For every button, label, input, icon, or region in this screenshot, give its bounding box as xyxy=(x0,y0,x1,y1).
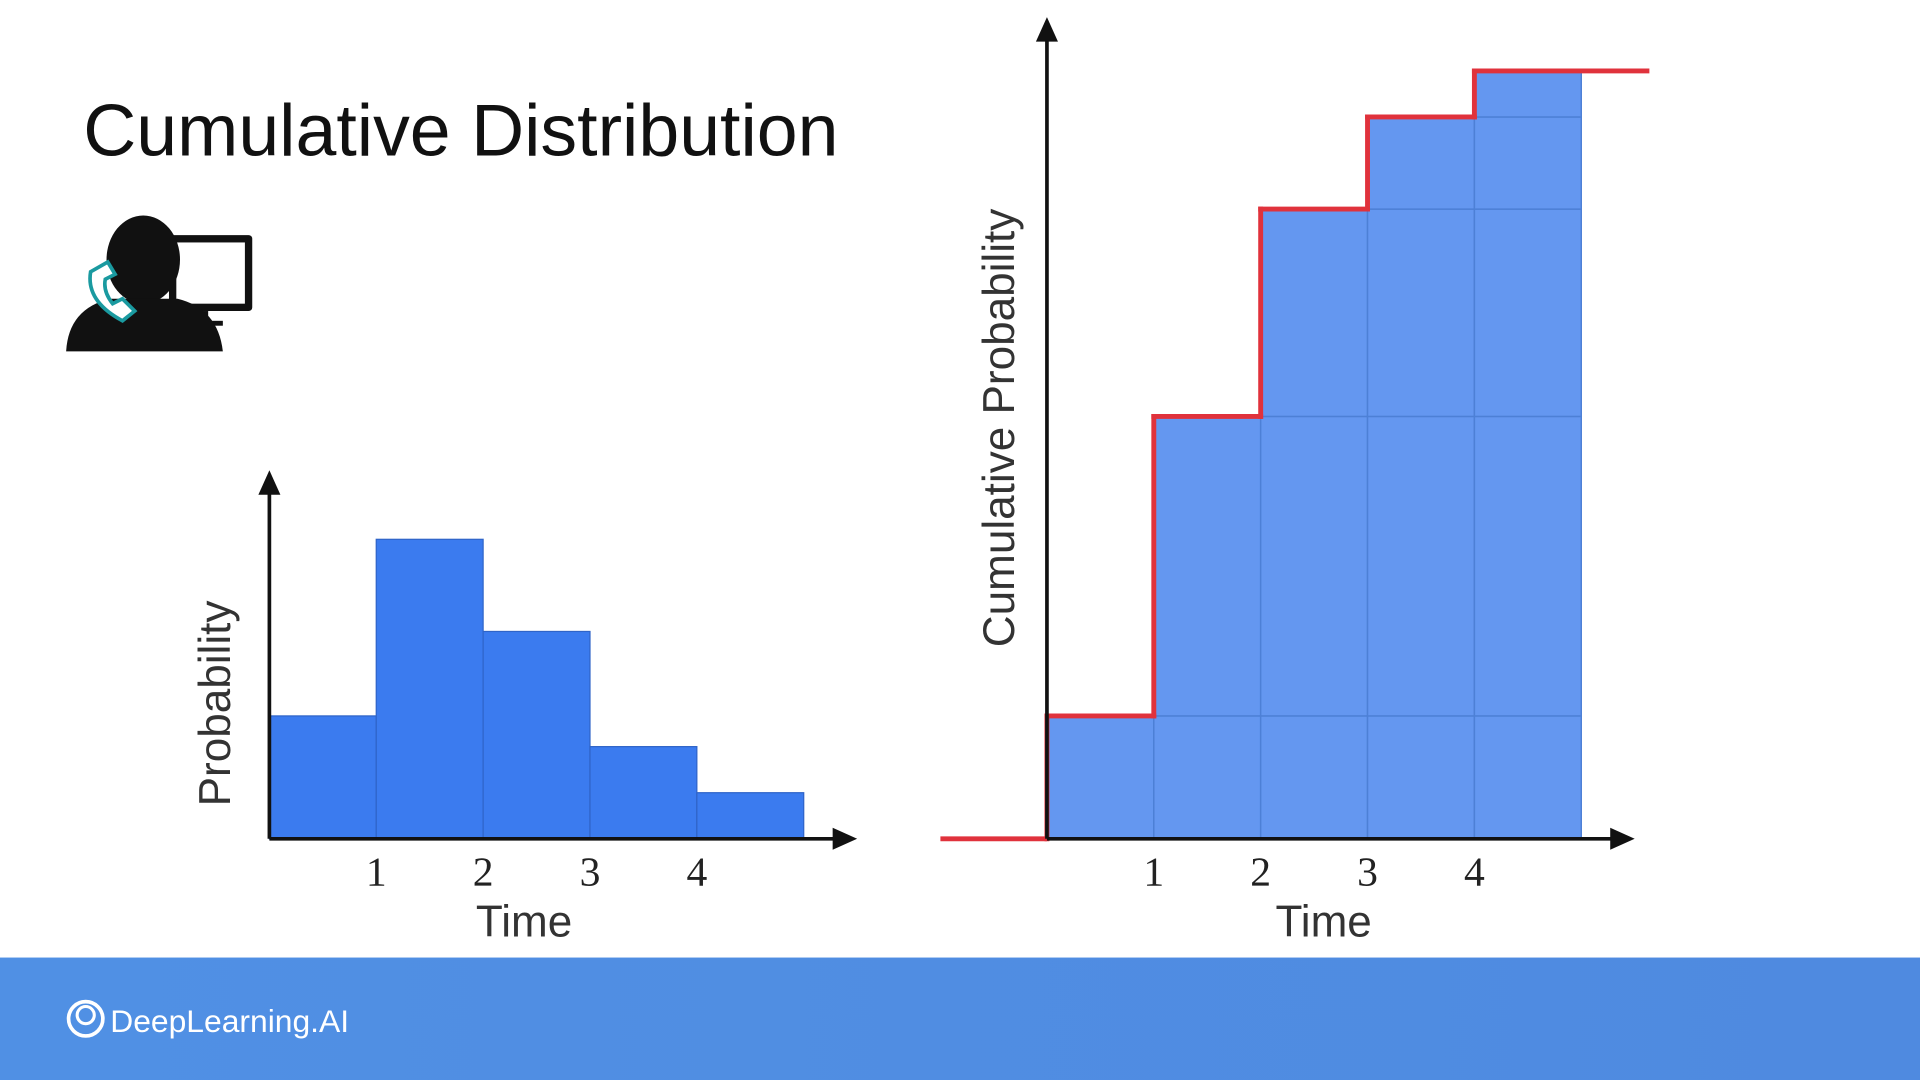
x-tick-label: 1 xyxy=(366,849,387,895)
bar xyxy=(482,630,591,840)
bar xyxy=(589,746,698,840)
cdf-cell xyxy=(1473,70,1582,118)
x-axis-label: Time xyxy=(476,898,572,947)
cdf-cell xyxy=(1046,715,1155,840)
x-axis-label: Time xyxy=(1276,898,1372,947)
cdf-cell xyxy=(1366,415,1476,717)
x-tick-label: 2 xyxy=(473,849,494,895)
agent-icon xyxy=(66,215,253,352)
x-tick-label: 4 xyxy=(1464,849,1485,895)
cdf-cell xyxy=(1473,116,1582,210)
brand-logo xyxy=(66,999,105,1038)
x-tick-label: 1 xyxy=(1143,849,1164,895)
cdf-cell xyxy=(1473,415,1582,717)
y-axis-label: Probability xyxy=(191,601,240,807)
bar xyxy=(696,792,805,840)
y-axis-arrow xyxy=(258,470,281,495)
cdf-cell xyxy=(1473,208,1582,418)
x-axis-arrow xyxy=(1610,827,1635,850)
cdf-cell xyxy=(1259,715,1369,840)
footer xyxy=(0,957,1920,1080)
bar xyxy=(268,715,377,840)
slide-title: Cumulative Distribution xyxy=(83,89,838,172)
y-axis-label: Cumulative Probability xyxy=(975,209,1024,648)
x-tick-label: 2 xyxy=(1250,849,1271,895)
x-tick-label: 3 xyxy=(1357,849,1378,895)
cdf-cell xyxy=(1153,415,1262,717)
y-axis-arrow xyxy=(1035,17,1058,42)
x-axis-arrow xyxy=(832,827,858,850)
cdf-cell xyxy=(1473,715,1582,840)
bar xyxy=(375,538,484,840)
cdf-cell xyxy=(1259,208,1369,418)
cdf-cell xyxy=(1259,415,1369,717)
cdf-cell xyxy=(1366,116,1476,210)
x-tick-label: 4 xyxy=(686,849,707,895)
cdf-cell xyxy=(1153,715,1262,840)
footer-brand: DeepLearning.AI xyxy=(110,1003,349,1039)
cdf-cell xyxy=(1366,208,1476,418)
x-tick-label: 3 xyxy=(580,849,601,895)
cdf-cell xyxy=(1366,715,1476,840)
